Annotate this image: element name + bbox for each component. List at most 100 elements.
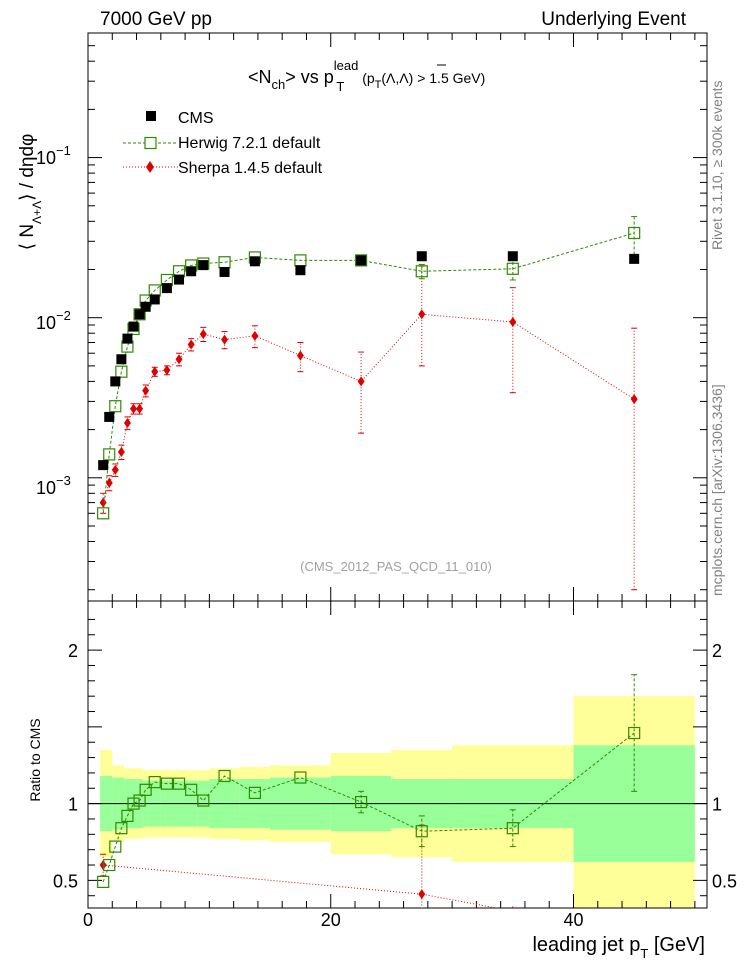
data-point xyxy=(110,376,121,387)
ratio-y-tick-label: 2 xyxy=(68,641,78,661)
data-point xyxy=(97,507,110,520)
data-point xyxy=(628,726,641,740)
data-point xyxy=(356,255,367,266)
data-point xyxy=(629,253,640,264)
legend: CMS Herwig 7.2.1 default Sherpa 1.4.5 de… xyxy=(123,110,323,177)
data-point xyxy=(506,262,519,275)
y-tick-label: 10−1 xyxy=(36,143,71,168)
ratio-y-tick-labels: 0.5 0.5 1 1 2 2 xyxy=(53,641,737,891)
data-point xyxy=(506,822,519,835)
data-point xyxy=(160,777,173,790)
ratio-y-tick-label: 1 xyxy=(68,795,78,815)
legend-label-herwig: Herwig 7.2.1 default xyxy=(178,135,321,152)
header-right-label: Underlying Event xyxy=(541,9,686,30)
data-point xyxy=(97,875,110,889)
x-tick-label: 40 xyxy=(563,910,583,930)
data-point xyxy=(197,794,210,807)
data-point xyxy=(185,783,198,796)
y-tick-label: 10−3 xyxy=(36,473,71,498)
data-point xyxy=(111,464,119,475)
series-herwig xyxy=(97,216,641,520)
ratio-series-layer xyxy=(97,674,641,908)
data-point xyxy=(198,260,209,271)
data-point xyxy=(148,776,161,789)
data-point xyxy=(104,411,115,422)
legend-label-sherpa: Sherpa 1.4.5 default xyxy=(178,160,323,177)
data-point xyxy=(630,394,638,405)
data-point xyxy=(163,365,171,376)
data-point xyxy=(149,294,160,305)
legend-marker-cms xyxy=(146,111,156,121)
data-point xyxy=(219,266,230,277)
data-point xyxy=(418,309,426,320)
data-point xyxy=(175,354,183,365)
data-point xyxy=(418,889,426,900)
data-point xyxy=(103,858,116,872)
data-point xyxy=(99,497,107,508)
main-series-layer xyxy=(97,216,641,591)
data-point xyxy=(139,783,152,796)
plot-title: <Nch> vs plead T (pT(Λ,Λ) > 1.5 GeV) xyxy=(248,58,485,94)
data-point xyxy=(123,417,131,428)
data-point xyxy=(116,354,127,365)
data-point xyxy=(151,366,159,377)
data-point xyxy=(511,906,515,908)
data-point xyxy=(140,301,151,312)
y-tick-label: 10−2 xyxy=(36,308,71,333)
data-point xyxy=(115,822,128,835)
data-point xyxy=(121,809,134,823)
data-point xyxy=(295,265,306,276)
data-point xyxy=(122,333,133,344)
data-point xyxy=(294,771,307,784)
data-point xyxy=(354,254,368,267)
data-point xyxy=(128,321,139,332)
data-point xyxy=(98,460,109,471)
data-point xyxy=(628,226,641,240)
data-point xyxy=(172,777,186,790)
header-left-label: 7000 GeV pp xyxy=(100,9,212,30)
series-sherpa xyxy=(99,265,638,591)
ratio-y-tick-label: 0.5 xyxy=(53,871,78,891)
data-point xyxy=(134,309,145,320)
ratio-y-tick-label-right: 0.5 xyxy=(712,871,737,891)
data-point xyxy=(199,329,207,340)
x-tick-label: 20 xyxy=(321,910,341,930)
ratio-plot-frame xyxy=(87,600,708,909)
data-point xyxy=(354,795,368,809)
data-point xyxy=(251,330,259,341)
data-point xyxy=(221,334,229,345)
series-line-sherpa xyxy=(102,313,635,503)
legend-label-cms: CMS xyxy=(178,110,214,127)
data-point xyxy=(105,477,113,488)
data-point xyxy=(117,446,125,457)
legend-marker-herwig xyxy=(144,136,157,150)
data-point xyxy=(415,825,428,838)
data-point xyxy=(218,769,231,783)
data-point xyxy=(415,265,428,278)
ratio-y-tick-label-right: 2 xyxy=(712,641,722,661)
data-point xyxy=(130,403,138,414)
data-point xyxy=(161,283,172,294)
x-tick-label: 0 xyxy=(83,910,93,930)
data-point xyxy=(248,786,261,799)
side-label-rivet: Rivet 3.1.10, ≥ 300k events xyxy=(709,80,725,250)
data-point xyxy=(416,251,427,262)
series-cms xyxy=(98,251,640,471)
data-point xyxy=(509,316,517,327)
data-point xyxy=(115,365,128,378)
x-axis-label: leading jet pT [GeV] xyxy=(532,934,705,961)
data-point xyxy=(187,339,195,350)
side-label-mcplots: mcplots.cern.ch [arXiv:1306.3436] xyxy=(709,384,725,596)
data-point xyxy=(136,403,144,414)
data-point xyxy=(357,376,365,387)
ratio-y-axis-label: Ratio to CMS xyxy=(27,718,43,801)
main-y-axis-label: ⟨ NΛ+Λ⟩ / dηdφ xyxy=(17,134,44,251)
axis-ticks xyxy=(87,33,707,908)
data-point xyxy=(186,266,197,277)
legend-marker-sherpa xyxy=(146,161,154,173)
main-y-tick-labels: 10−1 10−2 10−3 xyxy=(36,143,71,498)
analysis-watermark: (CMS_2012_PAS_QCD_11_010) xyxy=(300,559,492,574)
data-point xyxy=(109,840,122,853)
data-point xyxy=(507,251,518,262)
